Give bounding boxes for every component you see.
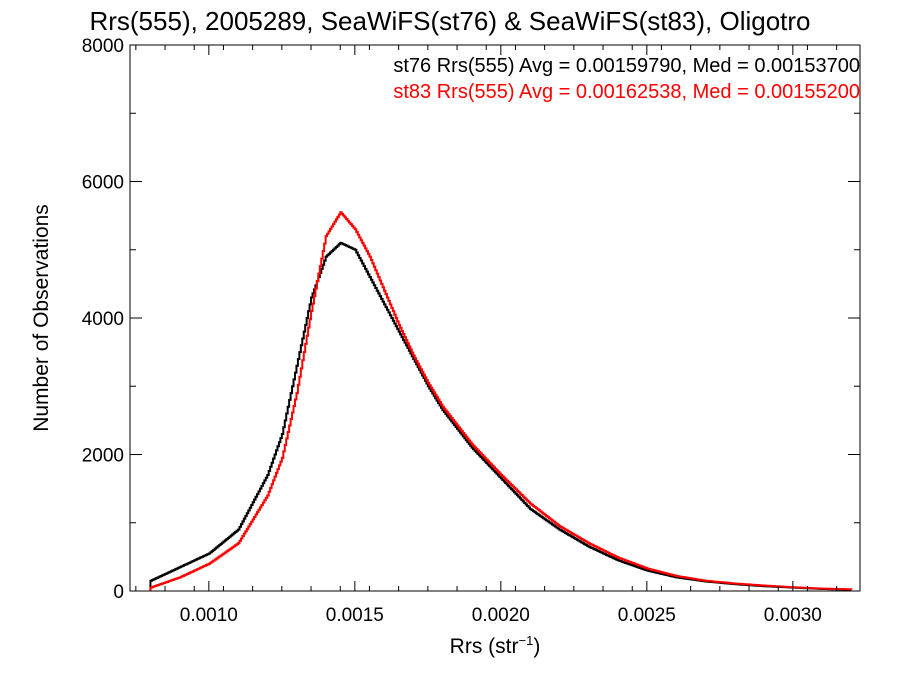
x-tick-label: 0.0015 bbox=[326, 605, 384, 626]
y-tick-label: 4000 bbox=[82, 309, 124, 330]
legend-st76: st76 Rrs(555) Avg = 0.00159790, Med = 0.… bbox=[393, 55, 860, 77]
y-tick-label: 8000 bbox=[82, 36, 124, 57]
x-tick-label: 0.0030 bbox=[764, 605, 822, 626]
tick-layer: 0.0010 0.0015 0.0020 0.0025 0.0030 0 2000 4000 6… bbox=[82, 36, 860, 626]
y-tick-label: 2000 bbox=[82, 446, 124, 467]
x-axis-label: Rrs (str−1) bbox=[450, 633, 541, 658]
series-st83-line bbox=[149, 211, 853, 591]
y-tick-label: 0 bbox=[113, 582, 124, 603]
x-tick-label: 0.0025 bbox=[618, 605, 676, 626]
legend-st83: st83 Rrs(555) Avg = 0.00162538, Med = 0.… bbox=[393, 81, 860, 103]
chart-title: Rrs(555), 2005289, SeaWiFS(st76) & SeaWi… bbox=[89, 6, 810, 36]
y-tick-label: 6000 bbox=[82, 173, 124, 194]
plot-frame bbox=[129, 44, 861, 592]
series-layer bbox=[149, 211, 853, 591]
series-st76-line bbox=[149, 241, 853, 591]
y-axis-label: Number of Observations bbox=[30, 204, 53, 432]
x-tick-label: 0.0010 bbox=[180, 605, 238, 626]
x-tick-label: 0.0020 bbox=[472, 605, 530, 626]
